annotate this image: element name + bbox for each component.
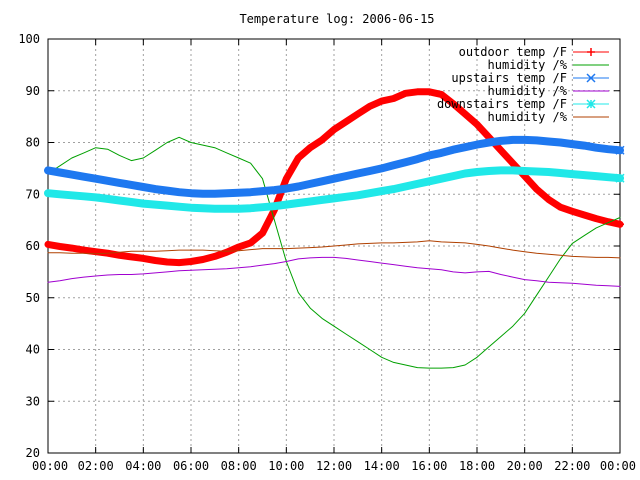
- series-lines: [44, 88, 625, 369]
- x-tick-label: 12:00: [316, 459, 352, 473]
- x-tick-label: 16:00: [411, 459, 447, 473]
- legend-marker: [586, 73, 596, 83]
- y-tick-label: 40: [26, 343, 40, 357]
- series-line-1: [47, 136, 621, 369]
- legend-label: humidity /%: [488, 110, 568, 124]
- chart-title: Temperature log: 2006-06-15: [239, 12, 434, 26]
- x-tick-label: 08:00: [221, 459, 257, 473]
- y-tick-label: 50: [26, 291, 40, 305]
- legend-label: downstairs temp /F: [437, 97, 567, 111]
- axes: 20 30 40 50 60 70 80 90 100 00:00 02:00 04:00 06:00 0…: [18, 32, 636, 473]
- series-line-4: [44, 166, 624, 213]
- x-tick-label: 00:00: [600, 459, 636, 473]
- x-tick-label: 18:00: [459, 459, 495, 473]
- legend-marker: [587, 48, 595, 56]
- y-tick-label: 60: [26, 239, 40, 253]
- series-line-2: [44, 135, 624, 198]
- series-line-5: [47, 240, 621, 259]
- legend-marker: [586, 99, 596, 109]
- x-tick-label: 06:00: [173, 459, 209, 473]
- legend-label: upstairs temp /F: [451, 71, 567, 85]
- y-tick-label: 70: [26, 187, 40, 201]
- series-marker-0: [616, 220, 624, 229]
- series-marker-2: [615, 145, 625, 155]
- series-line-0: [44, 88, 624, 267]
- legend-label: humidity /%: [488, 58, 568, 72]
- series-marker-4: [615, 173, 625, 183]
- x-tick-label: 04:00: [125, 459, 161, 473]
- y-tick-label: 100: [18, 32, 40, 46]
- y-tick-label: 30: [26, 394, 40, 408]
- legend-label: outdoor temp /F: [459, 45, 567, 59]
- x-tick-label: 20:00: [507, 459, 543, 473]
- x-tick-label: 10:00: [268, 459, 304, 473]
- x-tick-label: 00:00: [32, 459, 68, 473]
- y-tick-label: 80: [26, 136, 40, 150]
- x-tick-label: 02:00: [78, 459, 114, 473]
- y-tick-label: 90: [26, 84, 40, 98]
- legend-label: humidity /%: [488, 84, 568, 98]
- grid-lines: [48, 39, 620, 453]
- x-tick-label: 22:00: [554, 459, 590, 473]
- y-tick-label: 20: [26, 446, 40, 460]
- series-line-3: [47, 256, 621, 287]
- x-tick-label: 14:00: [364, 459, 400, 473]
